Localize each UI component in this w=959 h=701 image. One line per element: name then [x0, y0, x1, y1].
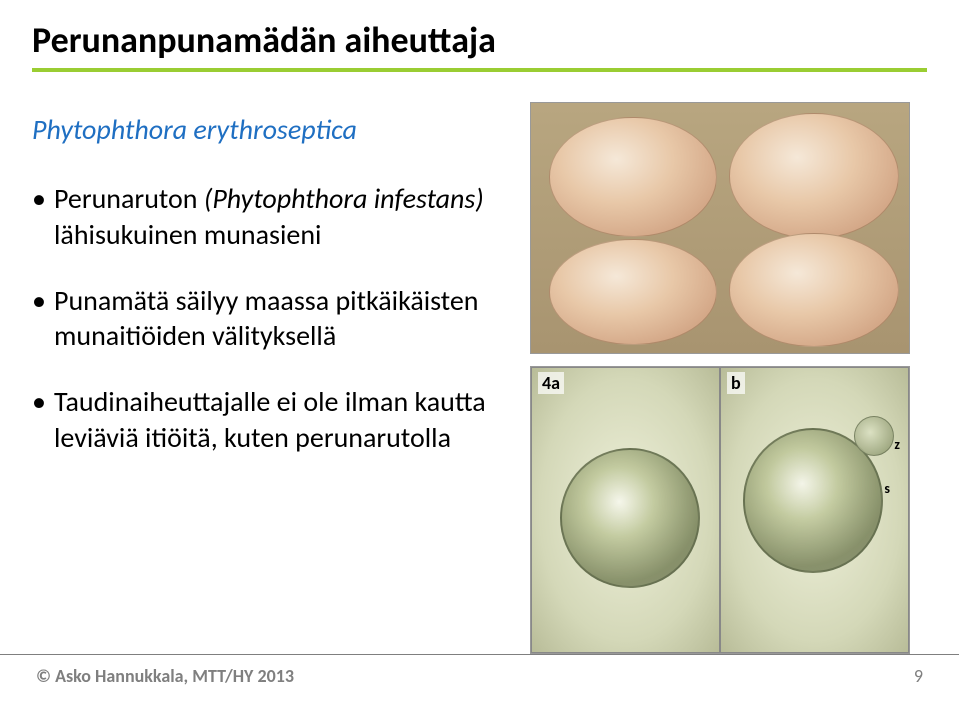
micrograph-panel-a: 4a — [531, 367, 720, 653]
slide: Perunanpunamädän aiheuttaja Phytophthora… — [0, 0, 959, 701]
panel-label: 4a — [538, 372, 564, 394]
title-underline — [32, 68, 927, 72]
micrograph-photo: 4a b s z — [530, 366, 910, 654]
micro-label-z: z — [894, 436, 900, 453]
subtitle: Phytophthora erythroseptica — [32, 112, 497, 147]
bullet-text-pre: Taudinaiheuttajalle ei ole ilman kautta … — [54, 384, 486, 455]
text-column: Phytophthora erythroseptica Perunaruton … — [32, 102, 497, 654]
bullet-text-pre: Punamätä säilyy maassa pitkäikäisten mun… — [54, 283, 479, 354]
zoospore-icon — [854, 416, 894, 456]
potato-slice-icon — [729, 233, 899, 347]
footer-page-number: 9 — [914, 665, 923, 687]
bullet-text-pre: Perunaruton — [54, 181, 204, 216]
potato-photo — [530, 102, 910, 354]
panel-label: b — [727, 372, 745, 394]
image-column: 4a b s z — [513, 102, 927, 654]
bullet-item: Taudinaiheuttajalle ei ole ilman kautta … — [32, 384, 497, 456]
potato-slice-icon — [549, 117, 717, 237]
bullet-text-post: lähisukuinen munasieni — [54, 217, 321, 252]
micrograph-panel-b: b s z — [720, 367, 909, 653]
footer: © Asko Hannukkala, MTT/HY 2013 9 — [0, 654, 959, 701]
potato-slice-icon — [549, 239, 717, 345]
bullet-item: Perunaruton (Phytophthora infestans) läh… — [32, 181, 497, 253]
micro-label-s: s — [884, 480, 890, 497]
slide-title: Perunanpunamädän aiheuttaja — [32, 18, 927, 62]
potato-slice-icon — [729, 113, 899, 239]
bullet-list: Perunaruton (Phytophthora infestans) läh… — [32, 181, 497, 456]
oospore-icon — [560, 448, 700, 588]
bullet-text-italic: (Phytophthora infestans) — [204, 181, 484, 216]
bullet-item: Punamätä säilyy maassa pitkäikäisten mun… — [32, 283, 497, 355]
footer-copyright: © Asko Hannukkala, MTT/HY 2013 — [36, 665, 294, 687]
content-row: Phytophthora erythroseptica Perunaruton … — [32, 102, 927, 654]
